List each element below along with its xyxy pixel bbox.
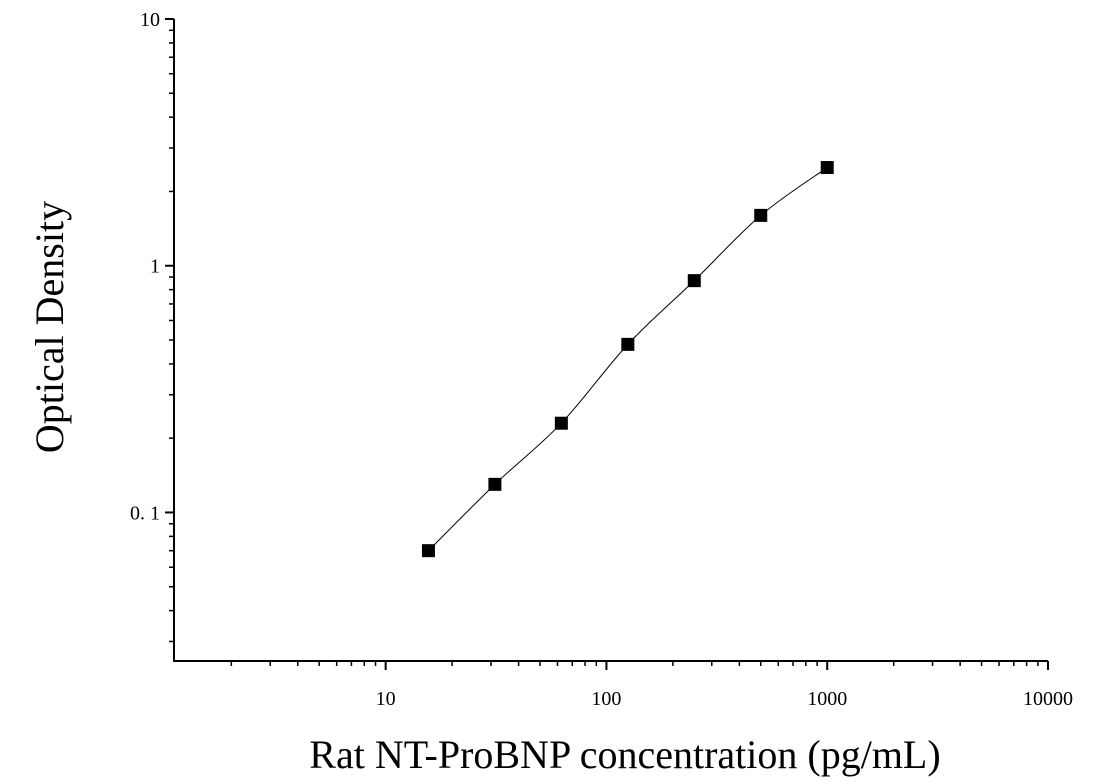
x-axis-tick-labels: 10 100 1000 10000 bbox=[376, 688, 1073, 710]
fit-curve-line bbox=[428, 167, 828, 552]
data-point bbox=[421, 544, 435, 558]
data-point bbox=[621, 337, 635, 351]
y-axis-major-ticks bbox=[165, 18, 174, 514]
data-point bbox=[687, 274, 701, 288]
x-tick-label: 100 bbox=[591, 688, 621, 710]
x-axis-major-ticks bbox=[384, 661, 1049, 670]
x-tick-label: 10000 bbox=[1023, 688, 1073, 710]
x-tick-label: 1000 bbox=[807, 688, 847, 710]
data-point bbox=[554, 416, 568, 430]
y-axis-tick-labels: 0. 1 1 10 bbox=[130, 9, 160, 524]
y-tick-label: 1 bbox=[150, 256, 160, 278]
data-points bbox=[421, 161, 834, 558]
y-tick-label: 10 bbox=[140, 9, 160, 31]
data-point bbox=[820, 161, 834, 175]
y-tick-label: 0. 1 bbox=[130, 502, 160, 524]
x-axis-minor-ticks bbox=[230, 661, 1039, 666]
x-tick-label: 10 bbox=[376, 688, 396, 710]
data-point bbox=[488, 477, 502, 491]
y-axis-title: Optical Density bbox=[27, 201, 72, 453]
data-point bbox=[754, 208, 768, 222]
x-axis-title: Rat NT-ProBNP concentration (pg/mL) bbox=[309, 732, 940, 777]
